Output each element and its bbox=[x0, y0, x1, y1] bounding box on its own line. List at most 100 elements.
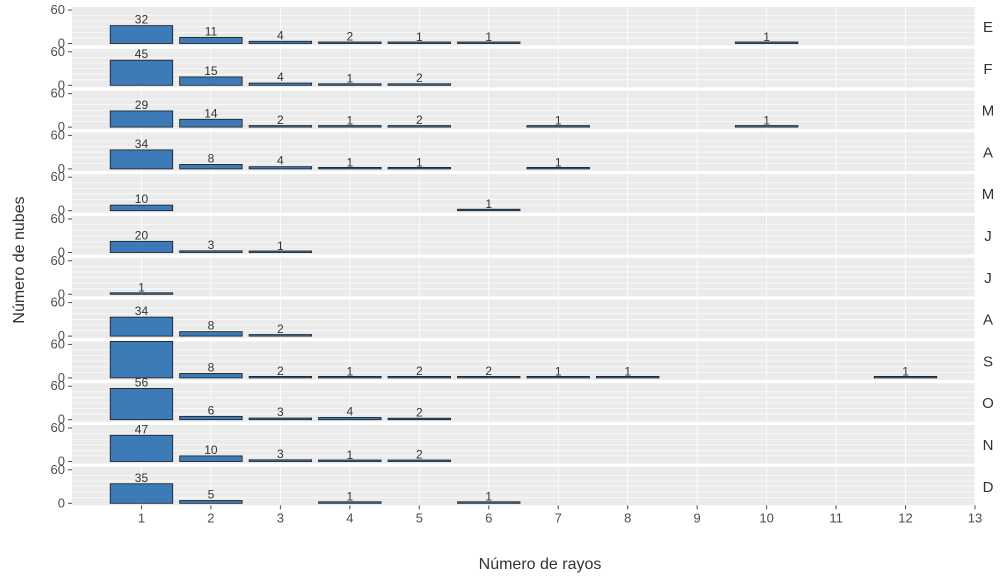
bar bbox=[387, 375, 451, 379]
bar bbox=[109, 483, 174, 504]
panel-background bbox=[72, 257, 975, 297]
bar-value-label: 1 bbox=[763, 114, 770, 128]
bar bbox=[179, 76, 243, 86]
bar bbox=[734, 125, 799, 128]
x-tick-label: 11 bbox=[829, 510, 843, 525]
facet-strip-label: S bbox=[983, 353, 993, 370]
facet-panel: 0 60 29 14 2 1 2 1 1 M bbox=[51, 86, 995, 135]
bar-value-label: 35 bbox=[135, 471, 149, 485]
y-tick-label: 0 bbox=[58, 203, 65, 218]
bar-value-label: 8 bbox=[208, 151, 215, 165]
bar-value-label: 1 bbox=[555, 155, 562, 169]
bar-value-label: 14 bbox=[204, 106, 218, 120]
facet-panel: 0 60 20 3 1 J bbox=[51, 211, 992, 260]
bar-value-label: 4 bbox=[277, 70, 284, 84]
bar-value-label: 1 bbox=[347, 490, 354, 504]
bar bbox=[109, 149, 174, 170]
bar-value-label: 34 bbox=[135, 304, 149, 318]
bar bbox=[109, 25, 174, 44]
x-tick-label: 8 bbox=[624, 510, 631, 525]
bar bbox=[457, 41, 521, 44]
y-tick-label: 60 bbox=[51, 420, 65, 435]
bar bbox=[318, 166, 382, 170]
x-tick-label: 13 bbox=[968, 510, 982, 525]
bar bbox=[387, 125, 451, 128]
bar-value-label: 8 bbox=[208, 319, 215, 333]
bar-value-label: 1 bbox=[485, 197, 492, 211]
bar bbox=[248, 250, 313, 253]
bar-value-label: 2 bbox=[416, 364, 423, 378]
bar-value-label: 1 bbox=[624, 364, 631, 378]
bar bbox=[318, 125, 382, 128]
bar-value-label: 3 bbox=[208, 238, 215, 252]
bar bbox=[248, 417, 313, 421]
bar-value-label: 1 bbox=[485, 490, 492, 504]
y-tick-label: 60 bbox=[51, 2, 65, 17]
bar-value-label: 1 bbox=[347, 364, 354, 378]
bar bbox=[179, 373, 243, 379]
bar bbox=[179, 36, 243, 44]
facet-panel: 0 60 56 6 3 4 2 O bbox=[51, 375, 994, 426]
y-tick-label: 60 bbox=[51, 86, 65, 101]
panel-background bbox=[72, 383, 975, 422]
bar bbox=[526, 125, 590, 128]
bar bbox=[318, 375, 382, 379]
bar-value-label: 29 bbox=[135, 98, 149, 112]
bar bbox=[109, 340, 174, 379]
bar-value-label: 2 bbox=[416, 406, 423, 420]
facet-strip-label: M bbox=[982, 103, 995, 120]
bar bbox=[387, 41, 451, 44]
x-axis-title: Número de rayos bbox=[479, 556, 602, 573]
bar bbox=[109, 388, 174, 421]
y-tick-label: 0 bbox=[58, 328, 65, 343]
bar bbox=[457, 208, 521, 212]
y-tick-label: 0 bbox=[58, 412, 65, 427]
bar-value-label: 6 bbox=[208, 403, 215, 417]
facet-strip-label: F bbox=[983, 61, 992, 78]
bar bbox=[457, 375, 521, 379]
bar-value-label: 8 bbox=[208, 360, 215, 374]
x-tick-label: 10 bbox=[759, 510, 773, 525]
bar-value-label: 2 bbox=[416, 71, 423, 85]
bar-value-label: 2 bbox=[485, 364, 492, 378]
bar bbox=[526, 166, 590, 170]
y-tick-label: 60 bbox=[51, 169, 65, 184]
bar-value-label: 10 bbox=[135, 192, 149, 206]
bar bbox=[248, 166, 313, 170]
bar-value-label: 4 bbox=[277, 28, 284, 42]
facet-panel: 0 60 34 8 4 1 1 1 A bbox=[51, 127, 993, 176]
bar bbox=[248, 375, 313, 379]
facet-panel: 0 60 1 J bbox=[51, 253, 992, 302]
y-tick-label: 0 bbox=[58, 495, 65, 510]
facet-panel: 0 60 35 5 1 1 D bbox=[51, 462, 994, 511]
bar bbox=[109, 110, 174, 128]
bar bbox=[179, 331, 243, 337]
y-tick-label: 0 bbox=[58, 370, 65, 385]
bar bbox=[734, 41, 799, 44]
bar-value-label: 1 bbox=[347, 448, 354, 462]
bar bbox=[387, 459, 451, 462]
x-tick-label: 1 bbox=[138, 510, 145, 525]
y-tick-label: 60 bbox=[51, 127, 65, 142]
y-tick-label: 0 bbox=[58, 286, 65, 301]
y-tick-label: 0 bbox=[58, 245, 65, 260]
facet-strip-label: D bbox=[983, 479, 994, 496]
bar-value-label: 32 bbox=[135, 13, 149, 27]
facet-panel: 0 60 47 10 3 1 2 N bbox=[51, 420, 994, 469]
bar-value-label: 1 bbox=[138, 281, 145, 295]
x-tick-label: 2 bbox=[207, 510, 214, 525]
y-tick-label: 0 bbox=[58, 119, 65, 134]
bar bbox=[109, 434, 174, 462]
bar bbox=[179, 455, 243, 462]
facet-strip-label: M bbox=[982, 186, 995, 203]
bar bbox=[179, 118, 243, 128]
y-tick-label: 60 bbox=[51, 462, 65, 477]
y-tick-label: 60 bbox=[51, 44, 65, 59]
facet-strip-label: N bbox=[983, 437, 994, 454]
bar-value-label: 1 bbox=[902, 364, 909, 378]
bar bbox=[318, 459, 382, 462]
bar bbox=[318, 41, 382, 44]
bar bbox=[179, 164, 243, 170]
